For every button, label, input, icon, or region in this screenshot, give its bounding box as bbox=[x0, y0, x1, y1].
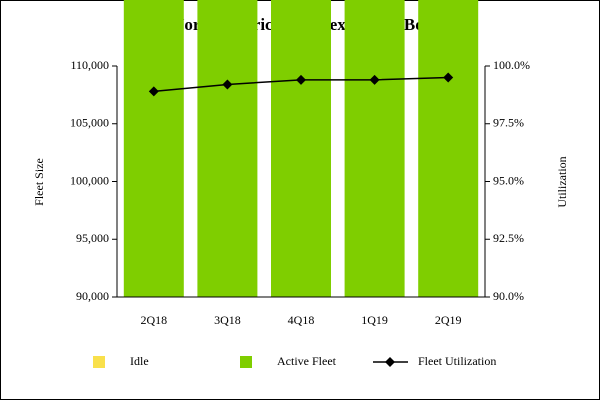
legend-swatch bbox=[240, 356, 252, 368]
bar bbox=[344, 0, 405, 298]
x-tick-label: 2Q18 bbox=[140, 313, 167, 327]
legend-marker bbox=[385, 357, 395, 367]
bar bbox=[418, 0, 479, 298]
y2-tick-label: 90.0% bbox=[493, 289, 524, 303]
x-tick-label: 4Q18 bbox=[288, 313, 315, 327]
utilization-marker bbox=[222, 79, 233, 90]
y-tick-label: 110,000 bbox=[70, 58, 109, 72]
x-tick-label: 3Q18 bbox=[214, 313, 241, 327]
y-axis-label: Fleet Size bbox=[32, 158, 46, 206]
legend-label: Active Fleet bbox=[277, 354, 337, 368]
y2-tick-label: 95.0% bbox=[493, 173, 524, 187]
x-tick-label: 1Q19 bbox=[361, 313, 388, 327]
legend-swatch bbox=[93, 356, 105, 368]
bar bbox=[123, 0, 184, 298]
bar bbox=[197, 0, 258, 297]
y2-axis-label: Utilization bbox=[555, 156, 569, 207]
y-tick-label: 105,000 bbox=[70, 116, 109, 130]
y-tick-label: 100,000 bbox=[70, 173, 109, 187]
y2-tick-label: 92.5% bbox=[493, 231, 524, 245]
utilization-marker bbox=[148, 86, 159, 97]
x-tick-label: 2Q19 bbox=[435, 313, 462, 327]
utilization-marker bbox=[443, 72, 454, 83]
bar bbox=[271, 0, 331, 297]
y2-tick-label: 100.0% bbox=[493, 58, 530, 72]
y-tick-label: 95,000 bbox=[76, 231, 109, 245]
y2-tick-label: 97.5% bbox=[493, 116, 524, 130]
legend-label: Fleet Utilization bbox=[418, 354, 496, 368]
legend-label: Idle bbox=[130, 354, 149, 368]
utilization-marker bbox=[296, 74, 306, 85]
utilization-marker bbox=[369, 74, 380, 85]
y-tick-label: 90,000 bbox=[76, 289, 109, 303]
